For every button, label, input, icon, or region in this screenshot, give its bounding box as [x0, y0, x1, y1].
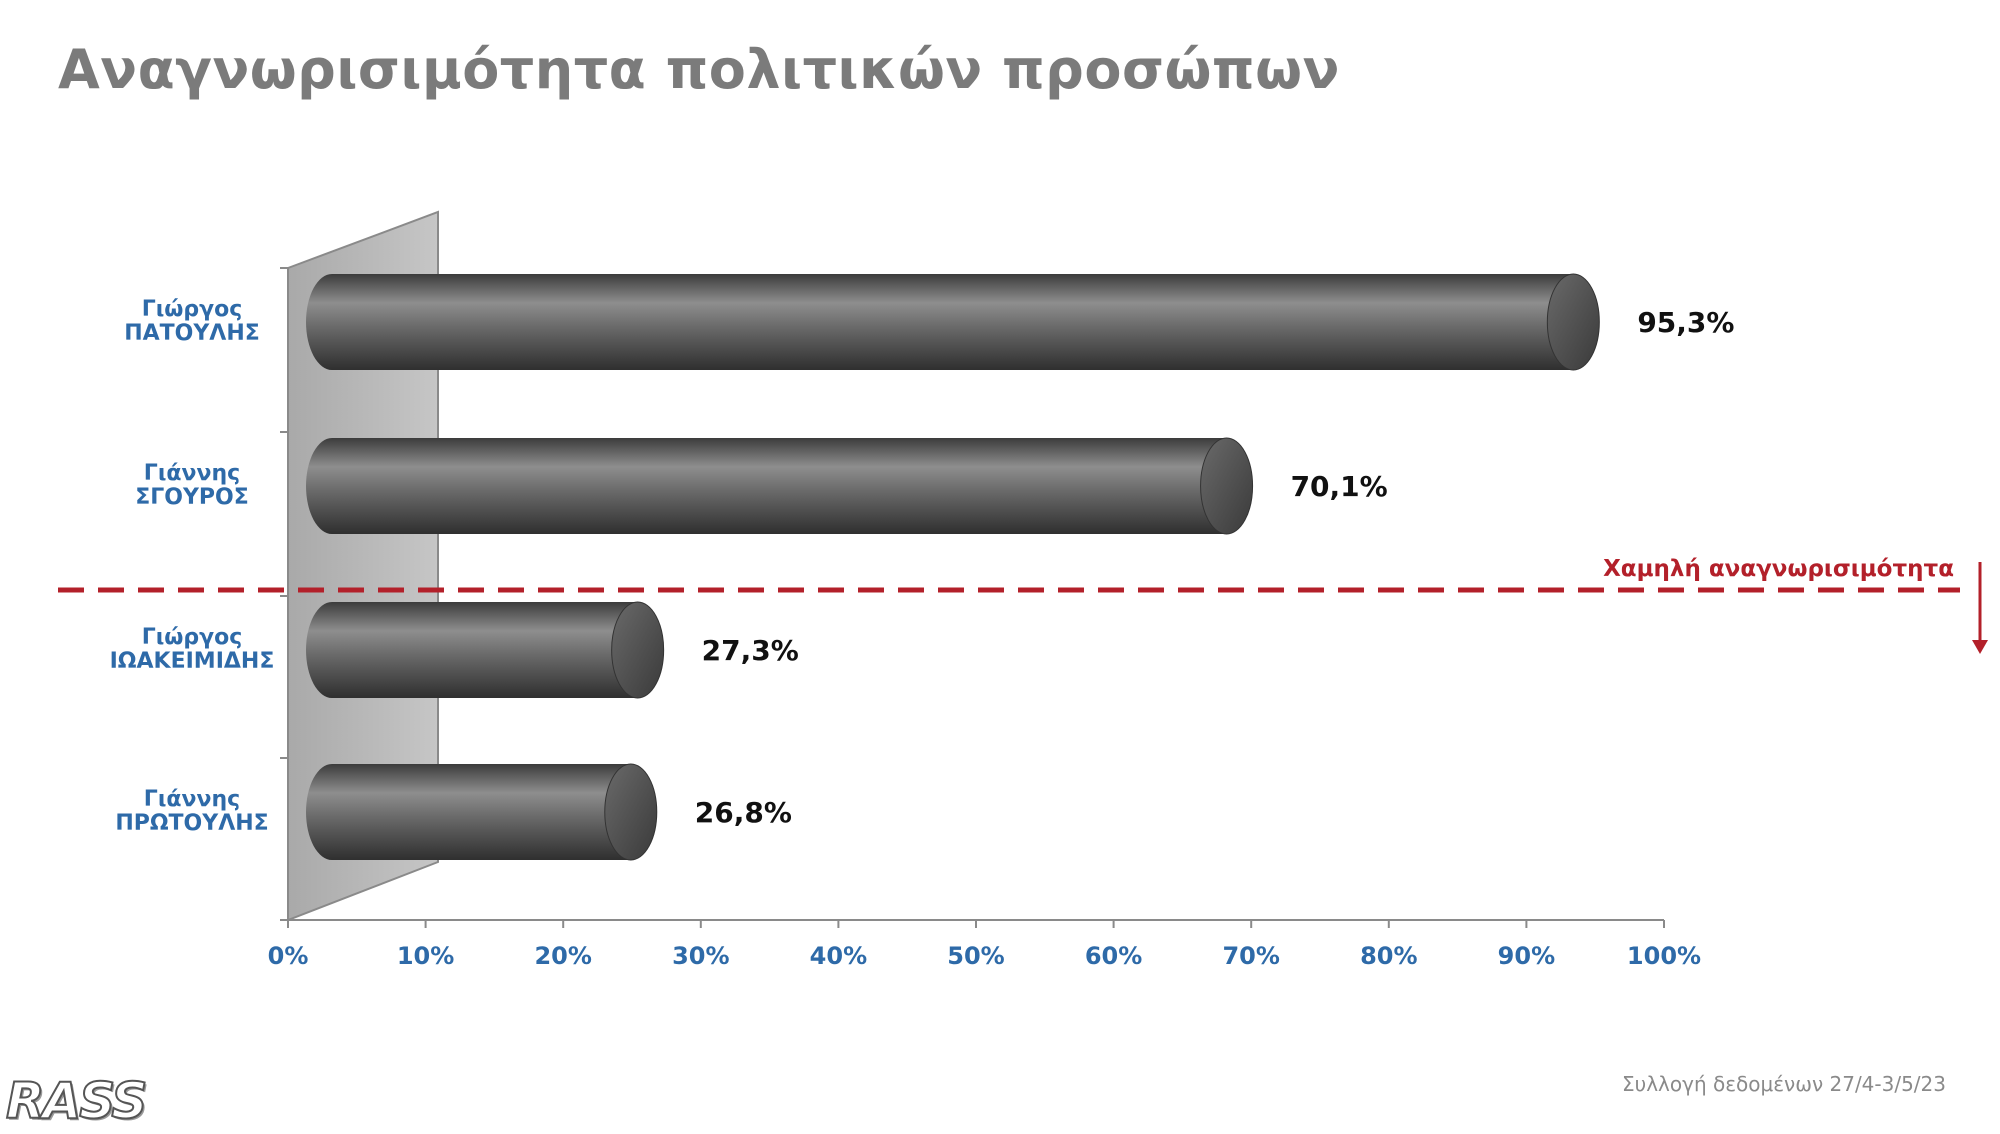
- data-label: 27,3%: [702, 634, 799, 667]
- category-label: Γιάννης: [144, 787, 240, 812]
- x-tick-label: 0%: [268, 942, 309, 970]
- x-tick-label: 60%: [1085, 942, 1142, 970]
- bar-body: [306, 602, 664, 698]
- page-title: Αναγνωρισιμότητα πολιτικών προσώπων: [58, 38, 1340, 101]
- category-label: ΙΩΑΚΕΙΜΙΔΗΣ: [110, 649, 275, 674]
- rass-logo: RASS: [5, 1071, 148, 1131]
- x-tick-label: 40%: [810, 942, 867, 970]
- bar-cap: [1546, 273, 1600, 371]
- bar: [306, 437, 1254, 535]
- category-label: Γιάννης: [144, 461, 240, 486]
- category-label: ΠΑΤΟΥΛΗΣ: [124, 321, 260, 346]
- category-label: ΣΓΟΥΡΟΣ: [135, 485, 249, 510]
- category-label: Γιώργος: [142, 625, 243, 650]
- x-tick-label: 100%: [1627, 942, 1701, 970]
- bar-cap: [604, 763, 658, 861]
- bar: [306, 763, 658, 861]
- bar-body: [306, 438, 1253, 534]
- bar-body: [306, 274, 1600, 370]
- data-label: 95,3%: [1637, 306, 1734, 339]
- x-tick-label: 20%: [534, 942, 591, 970]
- arrow-down-icon-head: [1972, 640, 1988, 654]
- bar-body: [306, 764, 657, 861]
- data-label: 70,1%: [1291, 470, 1388, 503]
- x-tick-label: 80%: [1360, 942, 1417, 970]
- threshold-label: Χαμηλή αναγνωρισιμότητα: [1603, 556, 1954, 582]
- x-tick-label: 30%: [672, 942, 729, 970]
- x-tick-label: 90%: [1498, 942, 1555, 970]
- x-tick-label: 10%: [397, 942, 454, 970]
- category-label: ΠΡΩΤΟΥΛΗΣ: [115, 811, 268, 836]
- category-label: Γιώργος: [142, 297, 243, 322]
- bar-cap: [1200, 437, 1254, 535]
- bar: [306, 601, 665, 699]
- data-label: 26,8%: [695, 796, 792, 829]
- bar: [306, 273, 1600, 371]
- x-tick-label: 50%: [947, 942, 1004, 970]
- bar-cap: [611, 601, 665, 699]
- x-tick-label: 70%: [1222, 942, 1279, 970]
- data-collection-note: Συλλογή δεδομένων 27/4-3/5/23: [1622, 1072, 1946, 1096]
